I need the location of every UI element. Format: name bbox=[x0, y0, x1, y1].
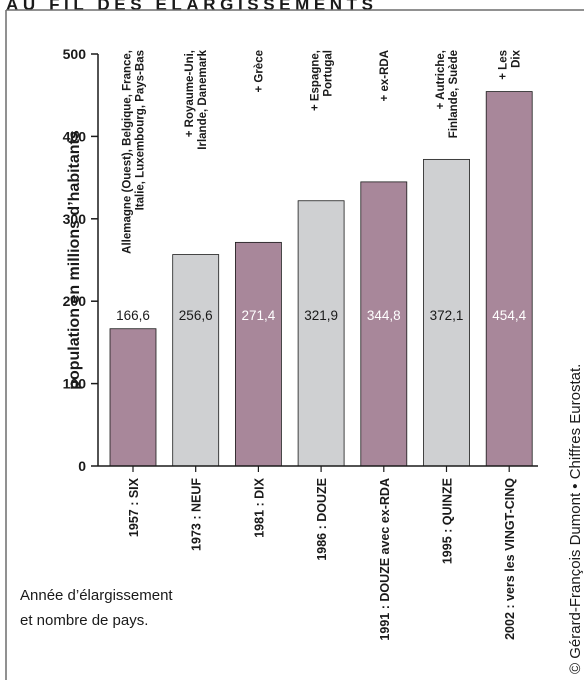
credit: © Gérard-François Dumont • Chiffres Euro… bbox=[567, 364, 584, 674]
x-tick-label: 1957 : SIX bbox=[127, 477, 141, 537]
data-label: 256,6 bbox=[179, 308, 213, 323]
x-tick-label: 1981 : DIX bbox=[252, 477, 266, 537]
annotation-text: Finlande, Suède bbox=[448, 50, 460, 138]
annotation-text: Portugal bbox=[323, 50, 335, 97]
annotation-text: + Royaume-Uni, bbox=[184, 50, 196, 137]
y-tick-label: 200 bbox=[63, 293, 87, 309]
frame-border bbox=[5, 9, 584, 680]
annotation-text: Dix bbox=[511, 49, 523, 68]
annotation-text: + Autriche, bbox=[435, 50, 447, 109]
y-axis: 0 100 200 300 400 500 bbox=[63, 46, 98, 474]
y-tick-label: 300 bbox=[63, 211, 87, 227]
footnote-line-2: et nombre de pays. bbox=[20, 612, 148, 629]
annotation-text: + Les bbox=[498, 50, 510, 80]
x-tick-label: 1986 : DOUZE bbox=[315, 478, 329, 561]
bar bbox=[360, 181, 408, 467]
annotations: Allemagne (Ouest), Belgique, France, Ital… bbox=[122, 49, 523, 253]
annotation-text: Allemagne (Ouest), Belgique, France, bbox=[122, 50, 134, 254]
data-label: 271,4 bbox=[242, 308, 276, 323]
x-tick-label: 2002 : vers les VINGT-CINQ bbox=[503, 478, 517, 640]
data-label: 321,9 bbox=[304, 308, 338, 323]
bar bbox=[297, 200, 345, 467]
y-tick-label: 100 bbox=[63, 376, 87, 392]
y-axis-label: population en millions d’habitants bbox=[66, 130, 83, 390]
data-label: 372,1 bbox=[430, 308, 464, 323]
annotation-text: + ex-RDA bbox=[379, 50, 391, 101]
x-tick-label: 1973 : NEUF bbox=[190, 478, 204, 551]
x-tick-label: 1995 : QUINZE bbox=[441, 478, 455, 564]
annotation-text: Irlande, Danemark bbox=[197, 49, 209, 149]
chart-title: AU FIL DES ÉLARGISSEMENTS bbox=[6, 0, 378, 14]
annotation-text: + Espagne, bbox=[310, 50, 322, 111]
bar bbox=[423, 158, 470, 467]
footnote-line-1: Année d’élargissement bbox=[20, 587, 173, 604]
x-tick-label: 1991 : DOUZE avec ex-RDA bbox=[378, 478, 392, 641]
y-tick-label: 0 bbox=[78, 458, 86, 474]
annotation-text: + Grèce bbox=[253, 50, 265, 93]
bar bbox=[485, 91, 533, 467]
annotation-text: Italie, Luxembourg, Pays-Bas bbox=[135, 50, 147, 210]
x-axis-labels: 1957 : SIX 1973 : NEUF 1981 : DIX 1986 : DO… bbox=[127, 466, 517, 641]
data-labels: 166,6 256,6 271,4 321,9 344,8 372,1 454,4 bbox=[116, 308, 526, 323]
data-label: 454,4 bbox=[492, 308, 526, 323]
data-label: 166,6 bbox=[116, 308, 150, 323]
bar bbox=[234, 241, 282, 467]
data-label: 344,8 bbox=[367, 308, 401, 323]
bars bbox=[109, 91, 533, 467]
bar bbox=[172, 254, 220, 467]
bar bbox=[109, 328, 157, 467]
y-tick-label: 400 bbox=[63, 128, 87, 144]
y-tick-label: 500 bbox=[63, 46, 87, 62]
